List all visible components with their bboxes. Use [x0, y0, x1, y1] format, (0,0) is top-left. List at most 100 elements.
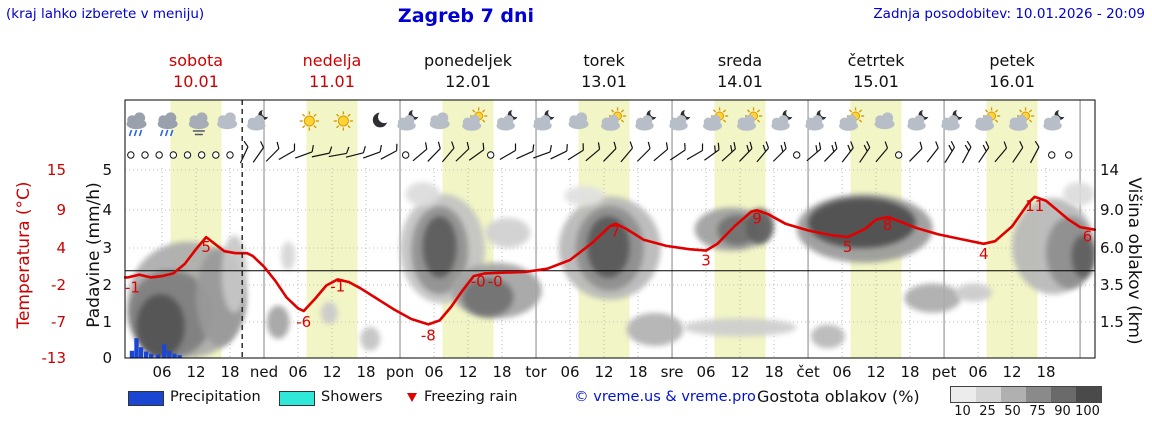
cloud-region: [485, 217, 531, 248]
day-name: petek: [989, 51, 1035, 70]
cloud-height-axis-title: Višina oblakov (km): [1124, 177, 1144, 345]
day-name: sobota: [168, 51, 224, 70]
wind-barb-icon: [468, 142, 485, 161]
weather-icon-moon-cloud-icon: [247, 109, 269, 131]
weather-icon-moon-cloud-icon: [907, 109, 929, 131]
wind-calm-icon: [183, 151, 192, 159]
cloud-region: [564, 186, 605, 206]
wind-barb-icon: [926, 141, 939, 163]
temp-axis-tick: -2: [51, 276, 66, 294]
x-axis-tick: 18: [492, 363, 512, 381]
weather-icon-row: [126, 107, 1065, 137]
wind-barb-icon: [994, 141, 1008, 163]
wind-barb-icon: [1012, 141, 1024, 163]
wind-barb-icon: [653, 142, 669, 162]
density-tick-label: 100: [1075, 404, 1100, 419]
weather-icon-moon-cloud-icon: [805, 109, 827, 131]
cloud-region: [1071, 235, 1095, 278]
weather-icon-moon-cloud-icon: [771, 109, 793, 131]
x-axis-tick: 18: [900, 363, 920, 381]
day-name: torek: [583, 51, 625, 70]
wind-calm-icon: [155, 151, 163, 159]
freezing-rain-legend-label: Freezing rain: [424, 389, 518, 405]
temperature-curve-label: 5: [843, 238, 853, 256]
precipitation-bar: [129, 350, 135, 358]
wind-barb-icon: [252, 141, 265, 163]
density-segment: [976, 387, 1001, 402]
wind-calm-icon: [1065, 151, 1073, 159]
wind-calm-icon: [212, 151, 220, 159]
weather-icon-sun-icon: [299, 111, 319, 131]
wind-barb-icon: [756, 141, 770, 163]
wind-barb-icon: [265, 141, 280, 162]
x-axis-tick: 12: [594, 363, 614, 381]
wind-barb-icon: [841, 141, 854, 163]
wind-barb-icon: [603, 141, 617, 162]
data-series: -1 5 -6 -1 -8 -0 -0 7 3 9 5 8 4 11 6: [123, 195, 1097, 358]
x-axis-tick: 12: [186, 363, 206, 381]
wind-calm-icon: [401, 151, 410, 159]
precip-axis-tick: 4: [102, 201, 112, 219]
wind-barb-icon: [427, 141, 441, 162]
weather-icon-moon-icon: [372, 112, 388, 128]
wind-barb-icon: [1029, 140, 1040, 164]
cloud-region: [422, 216, 457, 278]
cloud-axis-tick: 6.0: [1100, 239, 1124, 257]
temperature-curve-label: -1: [125, 278, 140, 296]
wind-barb-icon: [567, 143, 584, 161]
cloud-region: [745, 208, 775, 245]
cloud-region: [904, 283, 962, 313]
wind-calm-icon: [226, 151, 234, 159]
day-date: 11.01: [309, 72, 355, 91]
wind-barb-icon: [686, 143, 704, 161]
temperature-curve-label: 3: [701, 252, 711, 270]
x-axis-tick: 18: [356, 363, 376, 381]
cloud-region: [266, 305, 290, 339]
density-segment: [1076, 387, 1101, 402]
x-axis-tick: 18: [764, 363, 784, 381]
precipitation-bar: [155, 354, 161, 358]
temperature-curve-label: 8: [883, 216, 893, 234]
day-name: ponedeljek: [424, 51, 512, 70]
x-axis-tick: 12: [458, 363, 478, 381]
wind-calm-icon: [1048, 151, 1056, 159]
cloud-axis-tick: 3.5: [1100, 276, 1124, 294]
weather-icon-moon-cloud-icon: [1043, 109, 1065, 131]
wind-barb-icon: [859, 141, 871, 163]
weather-icon-moon-cloud-icon: [397, 109, 419, 131]
menu-hint-note: (kraj lahko izberete v meniju): [6, 6, 205, 22]
day-date: 10.01: [173, 72, 219, 91]
day-header-sobota: sobota 10.01: [131, 50, 261, 92]
wind-calm-icon: [169, 151, 178, 159]
x-axis-tick: ned: [249, 363, 279, 381]
cloud-region: [1063, 182, 1095, 206]
wind-barb-icon: [961, 140, 972, 164]
weather-icon-sun-cloud-icon: [462, 107, 488, 131]
weather-icon-moon-cloud-icon: [635, 109, 657, 131]
day-name: nedelja: [302, 51, 362, 70]
wind-barb-row: [127, 140, 1073, 164]
wind-barb-icon: [772, 141, 787, 162]
density-tick-label: 50: [1004, 404, 1021, 419]
temperature-curve-label: -0: [471, 272, 486, 290]
x-axis-tick: 18: [1036, 363, 1056, 381]
cloud-region: [281, 241, 296, 271]
temp-axis-tick: -13: [41, 349, 67, 367]
x-axis-tick: 12: [730, 363, 750, 381]
wind-barb-icon: [345, 145, 366, 158]
cloud-density-gradient-ticks: 10 25 50 75 90 100: [950, 404, 1100, 419]
copyright-link[interactable]: © vreme.us & vreme.pro: [574, 389, 756, 405]
x-axis-tick: 12: [1002, 363, 1022, 381]
weather-icon-moon-cloud-icon: [669, 109, 691, 131]
day-name: sreda: [717, 51, 763, 70]
wind-barb-icon: [721, 142, 736, 162]
weather-icon-sleet-icon: [188, 112, 209, 136]
weather-icon-sun-icon: [333, 111, 353, 131]
density-segment: [1026, 387, 1051, 402]
weather-icon-sun-cloud-icon: [703, 107, 729, 131]
weather-icon-cloud-icon: [874, 112, 895, 130]
cloud-region: [136, 294, 185, 358]
cloud-region: [320, 301, 338, 325]
cloud-axis-tick: 9.0: [1100, 201, 1124, 219]
